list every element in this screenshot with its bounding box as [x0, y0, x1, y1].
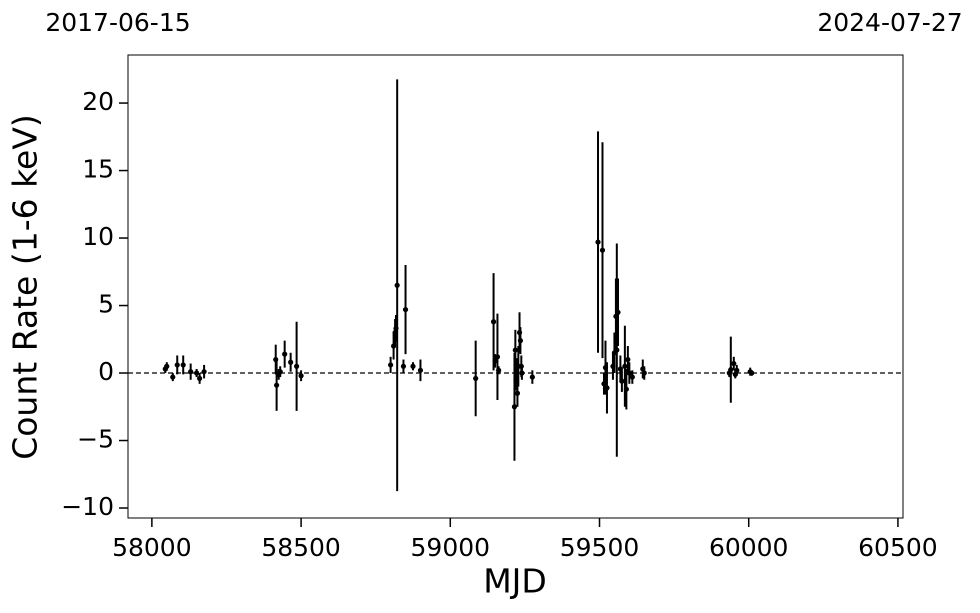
data-point: [410, 363, 416, 369]
y-tick-label: 5: [98, 290, 114, 319]
data-point: [402, 306, 409, 313]
data-point: [599, 247, 606, 253]
data-point: [512, 347, 518, 353]
y-axis-label: Count Rate (1-6 keV): [6, 114, 45, 460]
y-tick-label: −5: [77, 425, 114, 454]
data-point: [734, 367, 740, 373]
data-point: [496, 367, 502, 373]
y-tick-label: 15: [82, 155, 114, 184]
data-point: [174, 362, 180, 368]
data-point: [388, 362, 394, 368]
data-point: [519, 370, 525, 376]
data-point: [604, 385, 610, 391]
data-point: [617, 366, 623, 372]
data-point: [625, 356, 631, 363]
data-point: [417, 367, 424, 373]
y-tick-label: 10: [82, 222, 114, 251]
data-point: [188, 369, 194, 375]
data-point: [626, 370, 632, 376]
data-point: [298, 373, 304, 379]
data-point: [194, 370, 200, 376]
data-point: [490, 319, 497, 325]
data-point: [514, 390, 521, 396]
data-point: [728, 367, 734, 373]
x-tick-label: 60000: [709, 533, 789, 562]
data-point: [288, 359, 294, 365]
data-point: [282, 351, 288, 357]
data-point: [641, 370, 647, 376]
data-point: [277, 369, 283, 375]
x-axis-label: MJD: [483, 562, 547, 601]
x-tick-label: 58500: [261, 533, 341, 562]
data-point: [473, 375, 479, 382]
data-point: [511, 404, 518, 410]
data-point: [595, 239, 601, 245]
end-date: 2024-07-27: [817, 8, 962, 37]
data-point: [614, 347, 620, 353]
x-tick-label: 59000: [411, 533, 491, 562]
data-point: [180, 362, 186, 368]
data-point: [615, 309, 621, 315]
data-point: [294, 363, 300, 369]
data-point: [749, 370, 755, 376]
data-point: [731, 360, 737, 367]
data-point: [400, 363, 407, 369]
data-point: [492, 358, 498, 364]
data-point: [164, 363, 170, 369]
y-tick-label: 0: [98, 357, 114, 386]
data-point: [494, 354, 501, 360]
x-tick-label: 60500: [858, 533, 938, 562]
data-point: [170, 374, 176, 380]
data-point: [619, 378, 625, 384]
data-point: [623, 386, 629, 392]
plot-frame: [127, 54, 904, 519]
x-tick-label: 58000: [112, 533, 192, 562]
data-point: [622, 363, 628, 369]
data-point: [629, 374, 635, 380]
x-tick-label: 59500: [560, 533, 640, 562]
data-point: [274, 382, 280, 388]
y-tick-label: −10: [61, 492, 114, 521]
data-point: [394, 282, 400, 288]
y-tick-label: 20: [82, 87, 114, 116]
start-date: 2017-06-15: [45, 8, 190, 37]
data-point: [529, 374, 535, 380]
data-point: [201, 369, 207, 375]
data-point: [517, 338, 524, 344]
data-point: [197, 375, 203, 382]
